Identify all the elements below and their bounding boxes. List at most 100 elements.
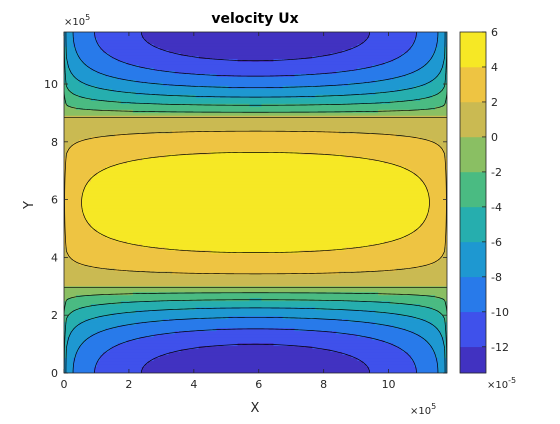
contour-fill-cell [84,61,128,66]
contour-fill-cell [64,94,80,99]
contour-fill-cell [64,130,173,135]
contour-fill-cell [132,292,379,296]
contour-fill-cell [444,151,447,156]
contour-fill-cell [64,358,74,362]
contour-fill-cell [357,43,412,48]
contour-fill-cell [64,364,74,368]
contour-fill-cell [135,322,376,326]
contour-fill-cell [369,34,418,39]
contour-fill-cell [66,49,77,54]
contour-line [72,32,439,373]
contour-fill-cell [72,310,137,314]
contour-fill-cell [429,193,447,198]
contour-fill-cell [336,331,415,335]
contour-fill-cell [81,205,430,210]
contour-fill-cell [69,313,113,317]
contour-fill-cell [64,250,68,254]
contour-fill-cell [375,91,439,96]
contour-fill-cell [432,79,447,84]
plot-area [63,31,448,374]
contour-fill-cell [72,91,137,96]
contour-fill-cell [126,340,385,344]
contour-fill-cell [411,43,439,48]
contour-fill-cell [66,61,86,66]
contour-fill-cell [429,196,447,201]
contour-fill-cell [64,352,68,356]
contour-fill-cell [432,94,447,99]
contour-fill-cell [64,247,68,251]
contour-fill-cell [64,190,83,195]
contour-fill-cell [72,364,98,368]
contour-fill-cell [159,46,352,51]
contour-fill-cell [64,217,86,222]
contour-fill-cell [64,121,447,126]
contour-fill-cell [78,346,113,350]
contour-fill-cell [84,184,427,189]
contour-fill-cell [64,220,89,225]
contour-fill-cell [64,112,447,117]
contour-fill-cell [64,244,143,248]
contour-fill-cell [444,337,447,341]
contour-fill-cell [435,49,445,54]
contour-fill-cell [429,211,447,216]
contour-fill-cell [78,322,137,326]
contour-fill-cell [435,325,447,329]
contour-fill-cell [117,325,394,329]
contour-fill-cell [432,346,445,350]
x-tick-label: 10 [382,378,396,391]
contour-fill-cell [64,133,116,138]
contour-fill-cell [78,262,433,266]
contour-fill-cell [96,331,176,335]
contour-fill-cell [75,355,101,359]
contour-fill-cell [435,352,445,356]
contour-fill-cell [420,178,447,183]
contour-fill-cell [414,331,442,335]
contour-fill-cell [147,40,364,45]
contour-fill-cell [273,58,394,63]
colorbar-band [460,171,486,208]
contour-fill-cell [441,256,447,260]
x-tick-label: 2 [125,378,132,391]
contour-fill-cell [75,352,104,356]
contour-fill-cell [444,355,447,359]
contour-fill-cell [64,40,74,45]
contour-fill-cell [411,169,447,174]
contour-fill-cell [64,307,80,311]
contour-fill-cell [64,349,68,353]
colorbar-band [460,101,486,138]
y-exponent-label: ×105 [64,13,90,28]
contour-fill-cell [72,361,98,365]
contour-fill-cell [210,151,301,156]
contour-fill-cell [414,229,447,234]
contour-fill-cell [153,67,358,72]
contour-fill-cell [64,262,80,266]
contour-fill-cell [384,61,427,66]
contour-fill-cell [411,232,447,236]
colorbar-band [460,241,486,278]
contour-line [65,32,446,373]
contour-fill-cell [141,367,370,371]
contour-fill-cell [405,235,447,239]
contour-fill-cell [153,358,358,362]
contour-fill-cell [81,199,430,204]
contour-fill-cell [90,334,155,338]
contour-fill-cell [444,247,447,251]
contour-fill-cell [444,82,447,87]
contour-fill-cell [64,337,68,341]
contour-line [64,117,447,288]
contour-fill-cell [438,367,447,371]
contour-fill-cell [64,58,68,63]
contour-fill-cell [411,46,436,51]
contour-fill-cell [135,310,376,314]
contour-fill-cell [369,32,418,36]
colorbar-band [460,276,486,313]
contour-fill-cell [64,172,98,177]
contour-fill-cell [96,172,415,177]
contour-fill-cell [64,196,83,201]
contour-fill-cell [64,145,71,150]
contour-fill-cell [81,211,430,216]
contour-fill-cell [438,358,447,362]
contour-fill-cell [126,160,385,165]
contour-fill-cell [336,70,415,75]
contour-fill-cell [393,343,430,347]
